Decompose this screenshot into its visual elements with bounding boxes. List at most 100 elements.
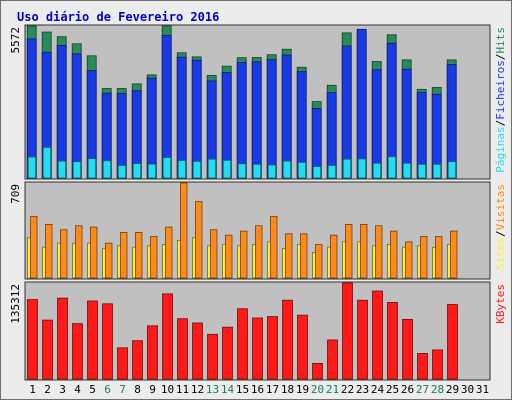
pages-bar [57, 160, 67, 179]
panel-max-label: 709 [9, 184, 22, 204]
day-label: 23 [356, 383, 369, 396]
pages-bar [237, 163, 247, 179]
day-label: 5 [89, 383, 96, 396]
files-bar [236, 62, 247, 179]
day-label: 22 [341, 383, 354, 396]
visits-bar [135, 232, 143, 279]
day-label: 4 [74, 383, 81, 396]
pages-bar [27, 156, 37, 179]
day-label: 30 [461, 383, 474, 396]
day-label: 20 [311, 383, 324, 396]
files-bar [401, 68, 412, 179]
day-label: 15 [236, 383, 249, 396]
pages-bar [162, 157, 172, 179]
pages-bar [252, 163, 262, 179]
day-label: 25 [386, 383, 399, 396]
day-label: 3 [59, 383, 66, 396]
visits-bar [240, 230, 248, 279]
legend-entry: Páginas [494, 126, 507, 172]
kbytes-bar [162, 293, 173, 380]
visits-bar [150, 236, 158, 279]
pages-bar [267, 164, 277, 179]
day-label: 24 [371, 383, 385, 396]
files-bar [356, 28, 367, 179]
panel-max-label: 135312 [9, 284, 22, 324]
day-label: 14 [221, 383, 235, 396]
pages-bar [72, 161, 82, 179]
panel-2: 709 Sites/Visitas [9, 181, 507, 280]
kbytes-bar [432, 349, 443, 380]
pages-bar [372, 162, 382, 179]
kbytes-bar [447, 304, 458, 380]
pages-bar [207, 158, 217, 179]
files-bar [146, 77, 157, 179]
day-label: 28 [431, 383, 444, 396]
files-bar [371, 69, 382, 179]
pages-bar [282, 160, 292, 179]
day-label: 13 [206, 383, 219, 396]
visits-bar [255, 225, 263, 279]
visits-bar [375, 225, 383, 279]
kbytes-bar [417, 353, 428, 380]
pages-bar [387, 156, 397, 179]
pages-bar [327, 165, 337, 179]
files-bar [176, 56, 187, 179]
visits-bar [75, 225, 83, 279]
kbytes-bar [372, 290, 383, 380]
files-bar [446, 64, 457, 179]
day-label: 6 [104, 383, 111, 396]
kbytes-bar [222, 326, 233, 380]
legend-entry: / [494, 230, 507, 237]
files-bar [251, 61, 262, 179]
pages-bar [222, 159, 232, 179]
pages-bar [297, 162, 307, 179]
kbytes-bar [147, 325, 158, 380]
files-bar [266, 59, 277, 179]
pages-bar [102, 160, 112, 179]
legend-entry: Visitas [494, 184, 507, 230]
pages-bar [177, 160, 187, 179]
pages-bar [117, 165, 127, 179]
kbytes-bar [117, 347, 128, 380]
pages-bar [147, 163, 157, 179]
visits-bar [30, 215, 38, 279]
files-bar [341, 45, 352, 179]
pages-bar [342, 158, 352, 179]
kbytes-bar [42, 319, 53, 380]
files-bar [161, 34, 172, 179]
visits-bar [195, 201, 203, 279]
visits-bar [435, 236, 443, 279]
panel-legend: Páginas/Ficheiros/Hits [494, 27, 507, 173]
day-label: 11 [176, 383, 189, 396]
day-label: 16 [251, 383, 264, 396]
files-bar [71, 53, 82, 179]
kbytes-bar [402, 319, 413, 380]
legend-entry: / [494, 120, 507, 127]
kbytes-bar [27, 299, 38, 380]
visits-bar [330, 234, 338, 279]
legend-entry: Hits [494, 27, 507, 54]
kbytes-bar [267, 316, 278, 380]
files-bar [191, 59, 202, 179]
kbytes-bar [207, 333, 218, 380]
files-bar [56, 45, 67, 179]
kbytes-bar [192, 322, 203, 380]
visits-bar [60, 229, 68, 279]
day-label: 27 [416, 383, 429, 396]
panel-legend: KBytes [494, 284, 507, 324]
visits-bar [300, 233, 308, 279]
kbytes-bar [132, 340, 143, 380]
pages-bar [417, 163, 427, 179]
day-label: 2 [44, 383, 51, 396]
visits-bar [420, 236, 428, 279]
visits-bar [360, 224, 368, 279]
visits-bar [165, 226, 173, 279]
pages-bar [192, 160, 202, 179]
chart-title: Uso diário de Fevereiro 2016 [17, 10, 219, 24]
visits-bar [315, 244, 323, 279]
visits-bar [105, 242, 113, 279]
kbytes-bar [87, 300, 98, 380]
